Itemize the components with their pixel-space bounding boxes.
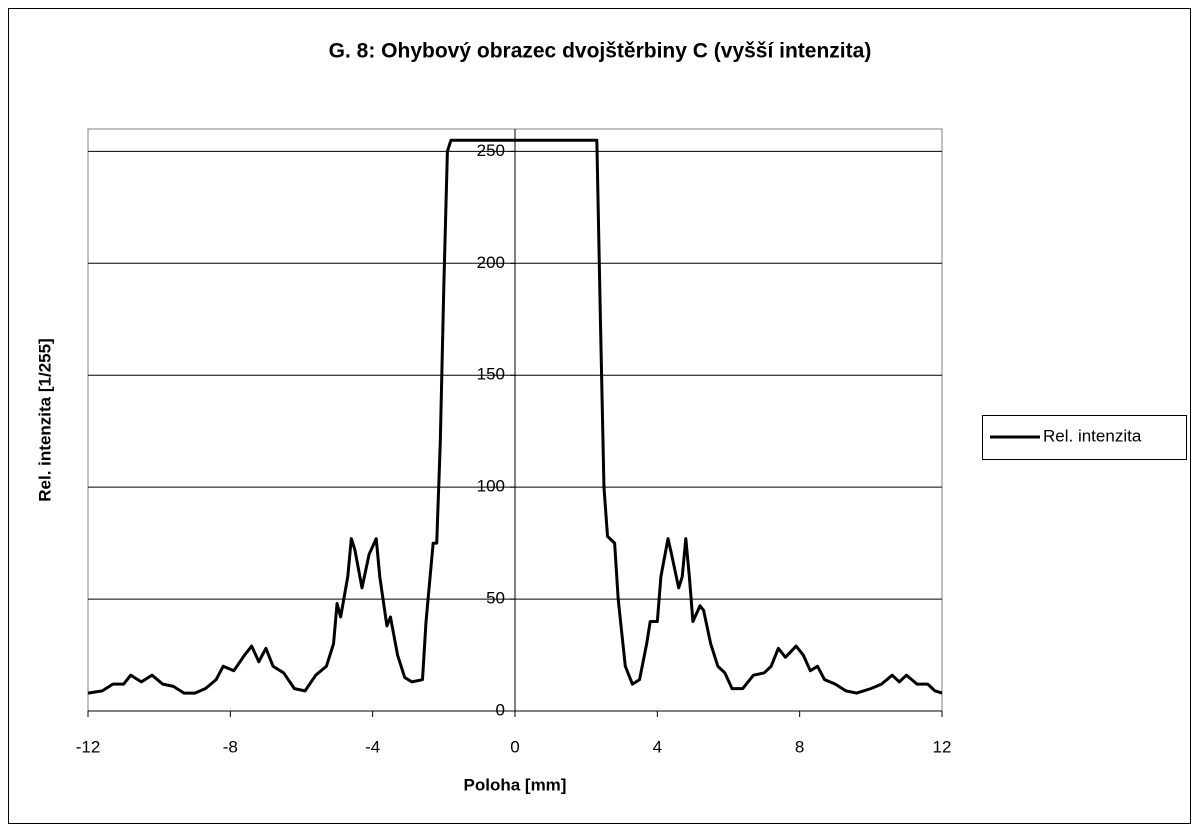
y-axis-label: Rel. intenzita [1/255] — [35, 338, 54, 501]
x-tick-label: -8 — [223, 737, 238, 756]
legend: Rel. intenzita — [982, 415, 1187, 460]
data-line — [87, 138, 943, 695]
chart-title: G. 8: Ohybový obrazec dvojštěrbiny C (vy… — [329, 40, 872, 63]
y-tick-label: 250 — [477, 141, 505, 160]
x-axis-label: Poloha [mm] — [464, 775, 567, 794]
x-tick-label: -12 — [76, 737, 101, 756]
y-tick-label: 0 — [496, 700, 505, 719]
x-tick-label: 4 — [653, 737, 662, 756]
grid: 0 50 100 150 200 250 -12 -8 -4 0 4 8 12 — [76, 129, 952, 756]
plot — [87, 138, 943, 695]
y-tick-label: 50 — [486, 589, 505, 608]
legend-label: Rel. intenzita — [1043, 426, 1142, 445]
x-tick-label: 12 — [933, 737, 952, 756]
y-tick-label: 100 — [477, 477, 505, 496]
y-tick-label: 150 — [477, 365, 505, 384]
x-tick-label: 0 — [510, 737, 519, 756]
x-tick-label: -4 — [365, 737, 380, 756]
y-tick-label: 200 — [477, 253, 505, 272]
x-tick-label: 8 — [795, 737, 804, 756]
